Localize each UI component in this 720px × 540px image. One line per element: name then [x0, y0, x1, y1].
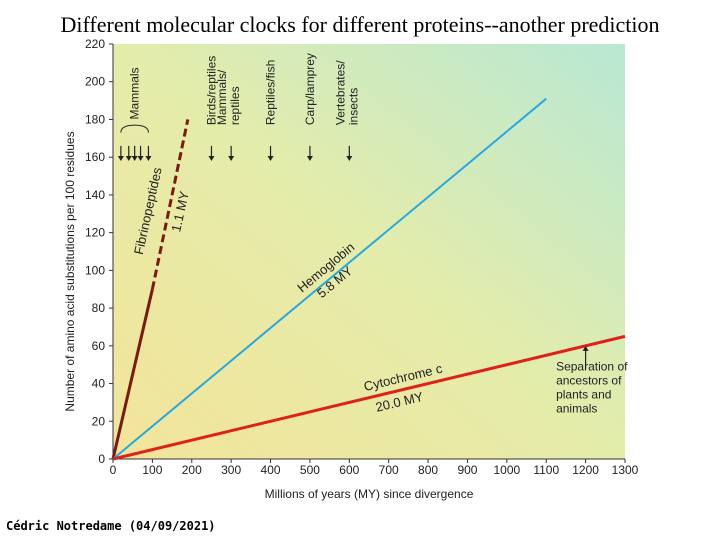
- marker-label: Mammals: [128, 67, 142, 119]
- divergence-arrow-head: [208, 155, 215, 161]
- x-tick-label: 1000: [493, 463, 520, 477]
- y-tick-label: 140: [85, 188, 105, 202]
- y-tick-label: 80: [92, 301, 106, 315]
- x-tick-label: 0: [110, 463, 117, 477]
- y-tick-label: 180: [85, 112, 105, 126]
- y-tick-label: 120: [85, 226, 105, 240]
- x-tick-label: 1100: [533, 463, 559, 477]
- divergence-arrow-head: [117, 155, 124, 161]
- marker-label: Carp/lamprey: [303, 53, 317, 125]
- x-tick-label: 500: [300, 463, 320, 477]
- y-tick-label: 20: [92, 414, 106, 428]
- fibrinopeptides-line-dashed: [150, 119, 190, 290]
- x-tick-label: 200: [182, 463, 202, 477]
- x-tick-label: 400: [261, 463, 281, 477]
- cytochrome-c-line: [112, 334, 626, 461]
- mammals-bracket: [120, 124, 149, 133]
- plot-background: [113, 44, 625, 459]
- divergence-arrow-head: [228, 155, 235, 161]
- y-tick-label: 40: [92, 377, 106, 391]
- hemoglobin-line: [112, 97, 547, 460]
- x-tick-label: 100: [142, 463, 162, 477]
- y-axis-label: Number of amino acid substitutions per 1…: [63, 131, 77, 411]
- footer-credit: Cédric Notredame (04/09/2021): [6, 519, 216, 533]
- page-title: Different molecular clocks for different…: [60, 12, 660, 37]
- divergence-arrow-head: [306, 155, 313, 161]
- x-tick-label: 800: [418, 463, 438, 477]
- y-tick-label: 0: [98, 452, 105, 466]
- x-tick-label: 900: [457, 463, 477, 477]
- y-tick-label: 200: [85, 75, 105, 89]
- plants-animals-arrow-head: [582, 345, 589, 351]
- marker-label: Reptiles/fish: [264, 60, 278, 125]
- y-tick-label: 60: [92, 339, 106, 353]
- divergence-arrow-head: [346, 155, 353, 161]
- divergence-arrow-head: [131, 155, 138, 161]
- y-tick-label: 100: [85, 263, 105, 277]
- y-tick-label: 220: [85, 37, 105, 51]
- divergence-arrow-head: [125, 155, 132, 161]
- x-tick-label: 1200: [572, 463, 599, 477]
- x-tick-label: 1300: [612, 463, 639, 477]
- x-axis-label: Millions of years (MY) since divergence: [265, 487, 474, 501]
- divergence-arrow-head: [145, 155, 152, 161]
- marker-label: Vertebrates/insects: [333, 60, 360, 125]
- y-tick-label: 160: [85, 150, 105, 164]
- plants-animals-annotation: Separation of ancestors of plants and anima…: [556, 359, 628, 415]
- x-tick-label: 600: [339, 463, 359, 477]
- x-tick-label: 300: [221, 463, 241, 477]
- fibrinopeptides-line-solid: [111, 288, 154, 460]
- marker-label: Birds/reptiles: [204, 56, 218, 125]
- marker-label: Mammals/reptiles: [215, 69, 242, 125]
- divergence-arrow-head: [137, 155, 144, 161]
- x-tick-label: 700: [379, 463, 399, 477]
- divergence-arrow-head: [267, 155, 274, 161]
